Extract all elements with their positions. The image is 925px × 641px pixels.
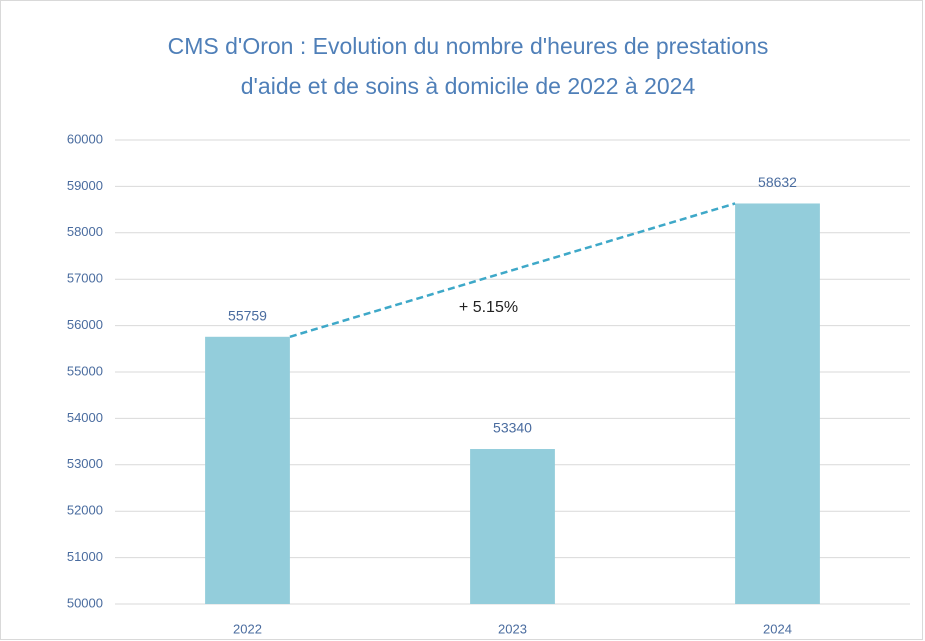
y-tick-label: 53000: [67, 456, 103, 471]
bar: [735, 203, 820, 604]
data-label: 58632: [758, 174, 797, 190]
y-tick-label: 59000: [67, 178, 103, 193]
data-label: 53340: [493, 420, 532, 436]
y-tick-label: 50000: [67, 595, 103, 610]
y-tick-label: 58000: [67, 224, 103, 239]
y-tick-label: 54000: [67, 410, 103, 425]
y-tick-label: 51000: [67, 549, 103, 564]
chart-title: d'aide et de soins à domicile de 2022 à …: [241, 73, 696, 99]
x-tick-label: 2024: [763, 621, 792, 636]
y-tick-label: 55000: [67, 363, 103, 378]
bar: [205, 336, 290, 604]
chart-title: CMS d'Oron : Evolution du nombre d'heure…: [168, 33, 769, 59]
x-tick-label: 2023: [498, 621, 527, 636]
y-tick-label: 57000: [67, 271, 103, 286]
trend-line: [289, 202, 736, 338]
annotation: + 5.15%: [459, 299, 518, 316]
y-tick-label: 52000: [67, 503, 103, 518]
data-label: 55759: [228, 307, 267, 323]
y-tick-label: 60000: [67, 131, 103, 146]
bar: [470, 449, 555, 604]
y-tick-label: 56000: [67, 317, 103, 332]
x-tick-label: 2022: [233, 621, 262, 636]
